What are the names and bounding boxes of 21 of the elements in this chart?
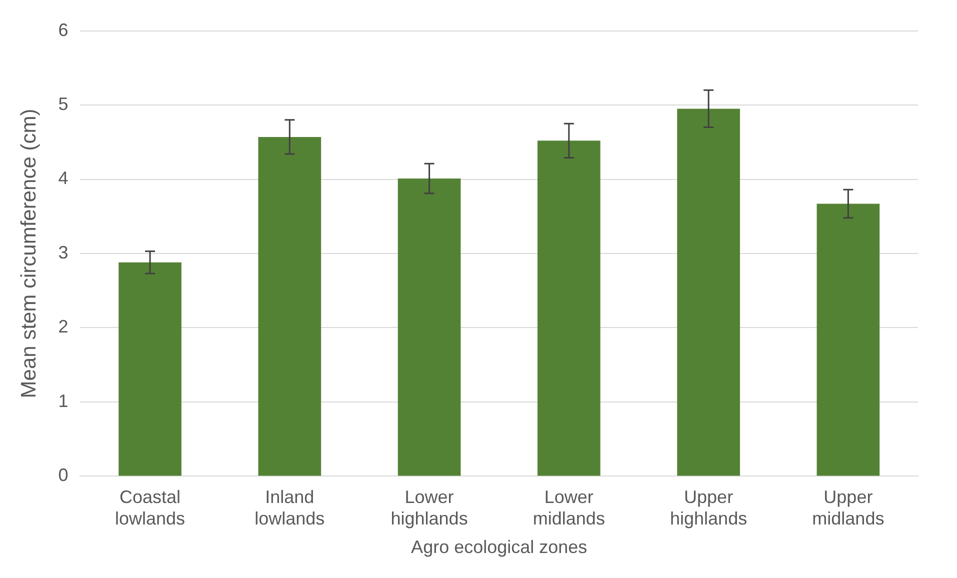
x-tick-label: Lower highlands	[390, 486, 468, 529]
x-axis-title: Agro ecological zones	[411, 537, 588, 558]
bar	[538, 140, 600, 476]
bar	[118, 262, 182, 476]
y-tick-label: 5	[58, 94, 68, 114]
bar	[258, 136, 322, 476]
y-tick-label: 4	[58, 168, 68, 188]
y-tick-label: 6	[58, 20, 68, 40]
x-tick-label: Upper midlands	[812, 486, 884, 529]
y-tick-label: 1	[58, 390, 68, 411]
x-tick-label: Coastal lowlands	[115, 486, 186, 529]
bar	[816, 204, 880, 476]
y-tick-label: 0	[58, 465, 68, 486]
y-axis-title: Mean stem circumference (cm)	[17, 108, 40, 398]
x-tick-label: Lower midlands	[532, 486, 605, 529]
bar	[398, 178, 461, 476]
bar	[677, 108, 740, 476]
y-tick-label: 2	[58, 316, 68, 337]
y-tick-label: 3	[58, 242, 68, 262]
x-tick-label: Upper highlands	[670, 486, 748, 529]
x-tick-label: Inland lowlands	[254, 486, 325, 529]
